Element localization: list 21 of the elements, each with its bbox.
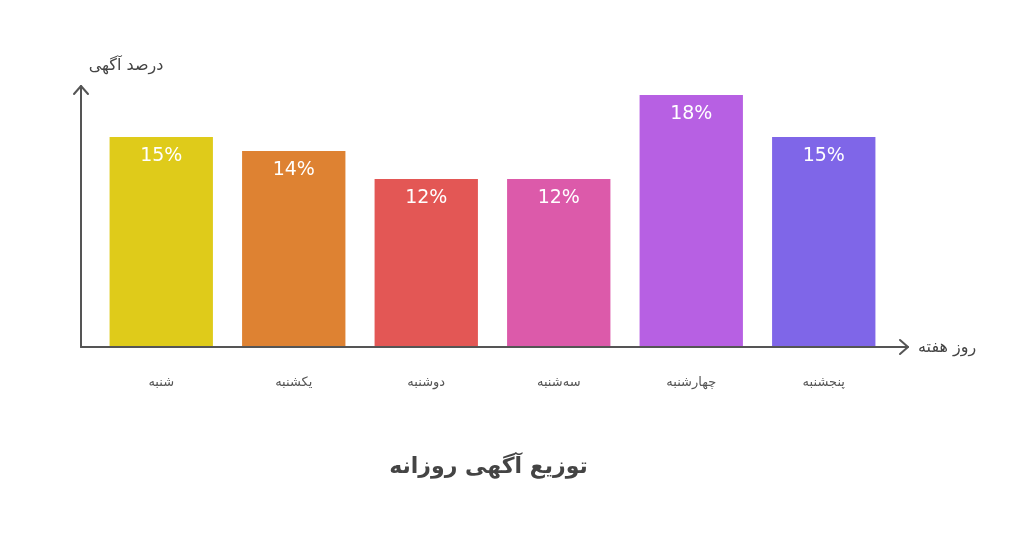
x-tick-label: سه‌شنبه <box>536 374 581 390</box>
bar <box>772 137 876 347</box>
x-axis-title: روز هفته <box>918 337 977 358</box>
bar <box>374 179 478 347</box>
x-tick-label: دوشنبه <box>407 374 446 391</box>
x-tick-label: یکشنبه <box>275 374 313 390</box>
data-label: 15% <box>802 143 845 166</box>
x-tick-label: چهارشنبه <box>666 374 717 391</box>
data-label: 12% <box>537 185 580 208</box>
x-tick-label: شنبه <box>148 374 175 390</box>
text: توزیع آگهی روزانه <box>389 450 588 479</box>
y-axis-title: درصد آگهی <box>88 55 164 76</box>
data-label: 14% <box>272 157 315 180</box>
data-label: 18% <box>670 101 713 124</box>
x-tick-label: پنجشنبه <box>802 374 846 390</box>
bar <box>109 137 213 347</box>
bar <box>242 151 346 347</box>
bar <box>507 179 611 347</box>
data-label: 12% <box>405 185 448 208</box>
data-label: 15% <box>140 143 183 166</box>
bar <box>639 95 743 347</box>
